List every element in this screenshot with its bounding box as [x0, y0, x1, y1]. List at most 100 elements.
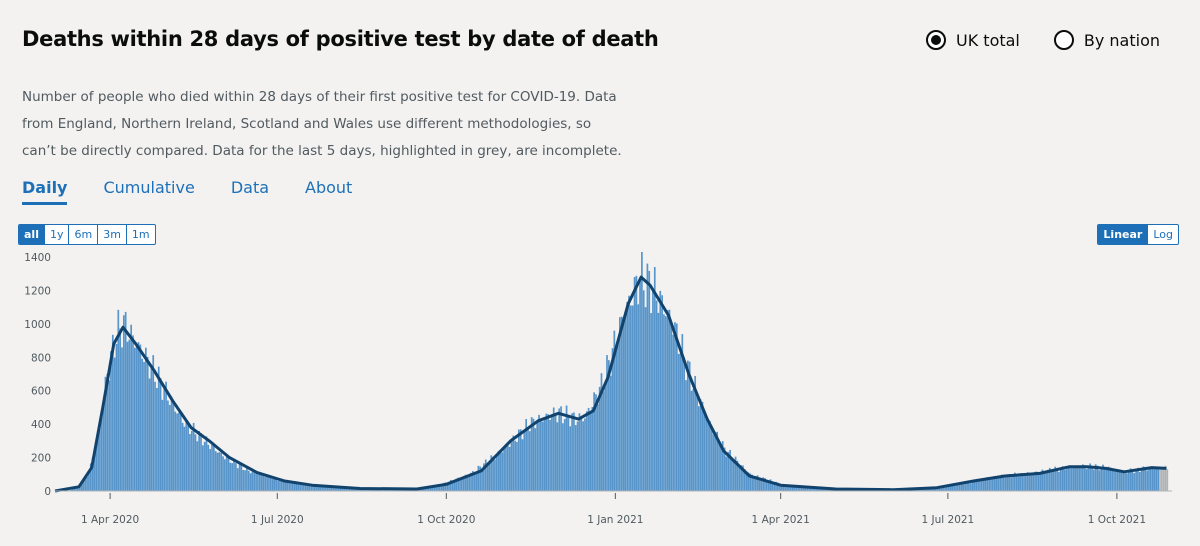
bar — [126, 341, 129, 491]
bar — [435, 485, 437, 491]
bar — [288, 481, 291, 491]
bar — [973, 479, 976, 491]
bar — [190, 430, 193, 491]
bar — [1050, 471, 1053, 491]
bar — [624, 315, 627, 491]
bar — [562, 423, 564, 491]
bar — [523, 429, 526, 491]
bar — [946, 485, 948, 491]
bar — [89, 463, 92, 491]
bar — [1048, 467, 1051, 491]
bar — [179, 414, 182, 491]
bar — [764, 478, 766, 491]
bar — [246, 467, 248, 491]
bar — [1019, 473, 1022, 491]
bar — [348, 488, 351, 491]
radio-unselected-icon[interactable] — [1053, 30, 1074, 50]
radio-by-nation-label: By nation — [1083, 30, 1160, 50]
bar — [696, 392, 698, 491]
scale-linear-button[interactable]: Linear — [1098, 225, 1149, 244]
bar — [997, 477, 1000, 491]
bar — [596, 404, 599, 491]
bar — [135, 346, 138, 491]
range-1m-button[interactable]: 1m — [131, 228, 150, 241]
bar — [247, 470, 250, 491]
bar — [134, 347, 136, 491]
bar — [455, 478, 458, 491]
bar — [1085, 469, 1088, 491]
radio-by-nation[interactable]: By nation — [1053, 30, 1160, 50]
bar — [97, 433, 99, 491]
bar — [122, 315, 125, 491]
bar — [104, 376, 107, 491]
bar — [552, 407, 555, 491]
chart-tabs: Daily Cumulative Data About — [22, 178, 352, 205]
x-tick-label: 1 Oct 2020 — [417, 514, 475, 526]
bar — [811, 486, 814, 491]
bar — [560, 406, 562, 491]
bar — [216, 452, 219, 491]
bar — [530, 417, 533, 491]
range-3m-button[interactable]: 3m — [98, 225, 127, 244]
bar — [1025, 474, 1027, 491]
bar — [240, 463, 243, 491]
bar — [1107, 466, 1110, 491]
bar — [273, 476, 276, 491]
bar — [786, 485, 788, 491]
scale-log-button[interactable]: Log — [1153, 228, 1173, 241]
range-1y-button[interactable]: 1y — [45, 225, 70, 244]
bar — [297, 483, 300, 491]
bar — [736, 460, 739, 491]
bar — [769, 479, 772, 491]
bar — [679, 353, 682, 491]
bar — [461, 477, 463, 491]
bar — [670, 323, 673, 491]
bar — [1010, 477, 1013, 491]
radio-selected-icon[interactable] — [926, 30, 946, 50]
bar — [464, 474, 467, 491]
bar — [657, 312, 660, 491]
bar — [293, 481, 296, 491]
bar — [1115, 469, 1117, 491]
range-all-button[interactable]: all — [19, 225, 45, 244]
bar — [979, 478, 981, 491]
tab-data[interactable]: Data — [230, 178, 270, 197]
bar — [971, 481, 974, 491]
bar — [235, 463, 237, 491]
bar — [799, 485, 801, 491]
tab-cumulative[interactable]: Cumulative — [103, 178, 195, 197]
bar — [613, 330, 616, 491]
tab-about[interactable]: About — [305, 178, 353, 197]
bar — [77, 486, 79, 491]
bar — [137, 342, 140, 491]
bar — [336, 488, 338, 491]
bar — [964, 484, 967, 491]
chart-description: Number of people who died within 28 days… — [22, 84, 622, 165]
range-6m-button[interactable]: 6m — [69, 225, 99, 244]
tab-daily[interactable]: Daily — [22, 178, 68, 205]
bar — [1153, 468, 1156, 491]
bar — [321, 485, 324, 491]
bar — [804, 485, 807, 491]
bar — [543, 417, 546, 491]
bar — [231, 463, 234, 491]
bar — [652, 291, 654, 491]
bar — [299, 483, 302, 491]
bar — [962, 484, 965, 491]
bar — [683, 357, 685, 491]
bar — [944, 486, 946, 491]
bar — [242, 470, 245, 491]
bar — [453, 480, 456, 491]
bar — [141, 358, 144, 491]
bar — [508, 447, 511, 491]
radio-uk-total[interactable]: UK total — [926, 30, 1020, 50]
bar — [510, 441, 513, 491]
bar — [1089, 463, 1092, 491]
bar — [1061, 466, 1064, 491]
bar — [121, 347, 123, 491]
bar — [631, 305, 634, 491]
bar — [178, 412, 180, 491]
bar — [187, 421, 189, 491]
bar — [440, 484, 443, 491]
bar — [233, 458, 235, 491]
